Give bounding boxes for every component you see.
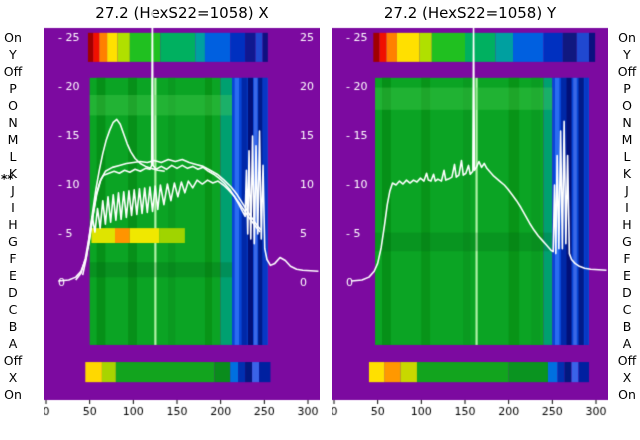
row-label-p-3[interactable]: P — [623, 80, 631, 96]
row-label-m-6[interactable]: M — [7, 131, 19, 147]
row-label-o-4[interactable]: O — [8, 97, 18, 113]
row-label-off-19[interactable]: Off — [3, 352, 23, 368]
row-label-on-0[interactable]: On — [4, 29, 22, 45]
row-label-h-11[interactable]: H — [622, 216, 632, 232]
right-row-label-column: On Y Off P O N M L K J I H G F E D C B A Off X On — [616, 0, 638, 440]
row-label-a-18[interactable]: A — [622, 335, 632, 351]
row-label-l-7[interactable]: L — [9, 148, 17, 164]
row-label-on-21[interactable]: On — [618, 386, 636, 402]
row-label-g-12[interactable]: G — [622, 233, 632, 249]
left-row-label-column: On Y Off P O N M L K J I H G F E D C B A Off X On — [2, 0, 24, 440]
row-label-o-4[interactable]: O — [622, 97, 632, 113]
row-label-d-15[interactable]: D — [8, 284, 18, 300]
heatmap-plot-x — [44, 0, 320, 424]
row-label-f-13[interactable]: F — [9, 250, 17, 266]
row-label-c-16[interactable]: C — [622, 301, 632, 317]
row-label-h-11[interactable]: H — [8, 216, 18, 232]
row-label-e-14[interactable]: E — [9, 267, 17, 283]
row-label-off-2[interactable]: Off — [617, 63, 637, 79]
row-label-n-5[interactable]: N — [8, 114, 18, 130]
row-label-y-1[interactable]: Y — [623, 46, 631, 62]
row-label-p-3[interactable]: P — [9, 80, 17, 96]
row-label-f-13[interactable]: F — [623, 250, 631, 266]
row-label-off-19[interactable]: Off — [617, 352, 637, 368]
row-label-l-7[interactable]: L — [623, 148, 631, 164]
row-label-i-10[interactable]: I — [625, 199, 629, 215]
row-label-m-6[interactable]: M — [621, 131, 633, 147]
row-label-on-0[interactable]: On — [618, 29, 636, 45]
row-label-k-8[interactable]: K — [8, 165, 18, 181]
row-label-on-21[interactable]: On — [4, 386, 22, 402]
selected-row-marker: ** — [1, 172, 14, 186]
row-label-b-17[interactable]: B — [622, 318, 632, 334]
row-label-k-8[interactable]: K — [622, 165, 632, 181]
row-label-n-5[interactable]: N — [622, 114, 632, 130]
row-label-d-15[interactable]: D — [622, 284, 632, 300]
row-label-j-9[interactable]: J — [11, 182, 15, 198]
row-label-y-1[interactable]: Y — [9, 46, 17, 62]
row-label-e-14[interactable]: E — [623, 267, 631, 283]
row-label-x-20[interactable]: X — [622, 369, 632, 385]
row-label-j-9[interactable]: J — [625, 182, 629, 198]
row-label-c-16[interactable]: C — [8, 301, 18, 317]
row-label-i-10[interactable]: I — [11, 199, 15, 215]
heatmap-plot-y — [332, 0, 608, 424]
row-label-x-20[interactable]: X — [8, 369, 18, 385]
row-label-g-12[interactable]: G — [8, 233, 18, 249]
row-label-a-18[interactable]: A — [8, 335, 18, 351]
row-label-b-17[interactable]: B — [8, 318, 18, 334]
row-label-off-2[interactable]: Off — [3, 63, 23, 79]
